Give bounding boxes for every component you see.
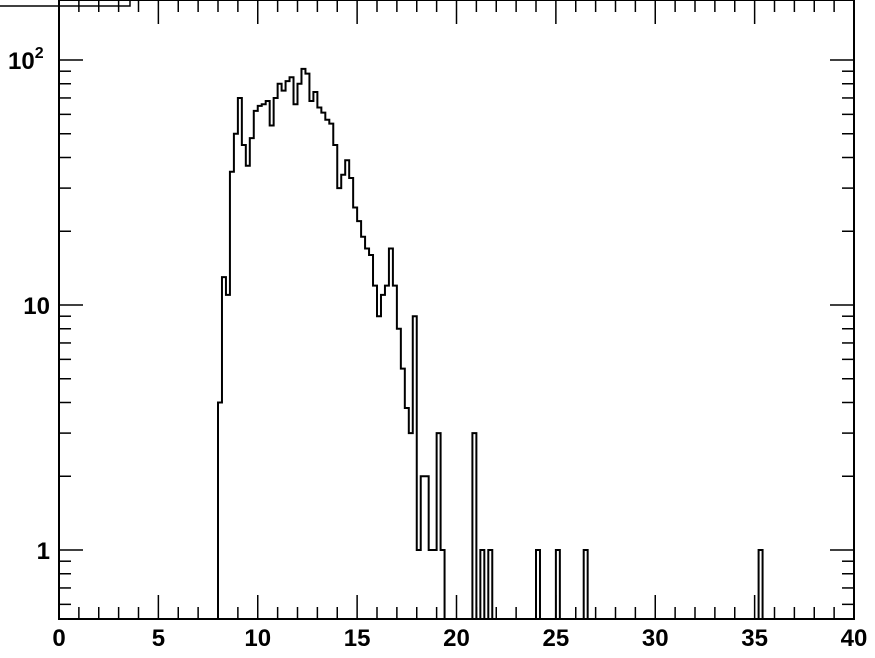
y-axis-ticks	[59, 59, 854, 606]
y-tick-label: 10	[23, 293, 50, 320]
y-tick-label: 102	[8, 45, 44, 75]
x-tick-label: 5	[152, 625, 165, 652]
x-tick-label: 20	[443, 625, 470, 652]
y-tick-label: 1	[37, 538, 50, 565]
x-tick-label: 40	[841, 625, 868, 652]
x-tick-label: 35	[741, 625, 768, 652]
x-tick-label: 30	[642, 625, 669, 652]
x-axis-ticks	[58, 0, 855, 619]
y-axis-tick-labels: 1 10 102	[8, 45, 50, 565]
x-tick-label: 15	[344, 625, 371, 652]
x-tick-label: 0	[52, 625, 65, 652]
x-axis-tick-labels: 0 5 10 15 20 25 30 35 40	[52, 625, 867, 652]
plot-frame	[58, 0, 855, 620]
histogram-step-line	[217, 67, 764, 620]
x-tick-label: 10	[244, 625, 271, 652]
x-tick-label: 25	[543, 625, 570, 652]
